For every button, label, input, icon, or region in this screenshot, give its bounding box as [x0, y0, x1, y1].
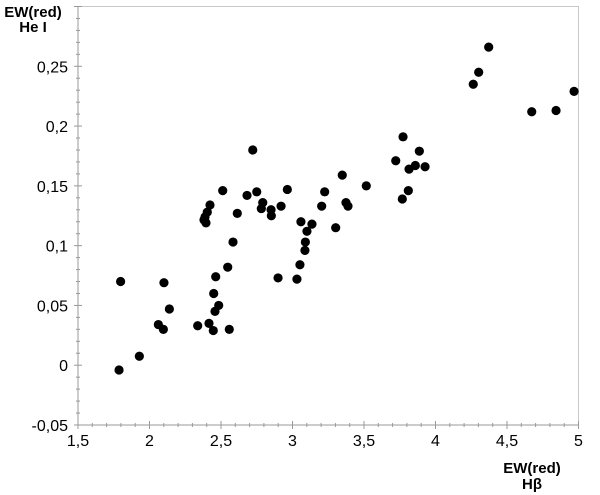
data-point: [302, 226, 312, 236]
plot-border: [77, 6, 579, 426]
data-point: [266, 211, 276, 221]
data-point: [296, 217, 306, 227]
data-point: [114, 365, 124, 375]
y-axis-tick-labels: -0,05 0 0,05 0,1 0,15 0,2 0,25: [32, 59, 69, 435]
x-tick-label: 4: [431, 433, 440, 450]
data-point: [307, 219, 317, 229]
data-point: [397, 194, 407, 204]
data-point: [420, 162, 430, 172]
x-tick-label: 5: [574, 433, 583, 450]
data-point: [208, 325, 218, 336]
data-point: [337, 170, 347, 180]
data-point: [569, 86, 579, 96]
x-tick-label: 3,5: [353, 433, 375, 450]
data-point: [252, 187, 262, 197]
y-tick-label: 0,05: [37, 298, 68, 315]
data-point: [468, 79, 478, 89]
x-tick-label: 1,5: [67, 433, 89, 450]
x-tick-label: 2: [145, 433, 154, 450]
y-axis-title-line2: He I: [19, 19, 47, 36]
data-point: [276, 201, 286, 211]
y-tick-label: 0: [59, 358, 68, 375]
data-point: [295, 260, 305, 270]
data-point: [256, 203, 266, 214]
y-tick-label: 0,2: [46, 119, 68, 136]
data-point: [282, 184, 292, 195]
data-point: [300, 245, 310, 256]
data-point: [300, 237, 310, 247]
data-point: [343, 201, 353, 211]
data-point: [158, 324, 168, 334]
data-point: [218, 186, 228, 196]
data-point: [164, 304, 174, 314]
data-point: [331, 223, 341, 233]
data-point: [205, 200, 215, 210]
data-point: [214, 300, 224, 311]
data-point: [134, 351, 144, 361]
data-point: [410, 160, 420, 171]
data-point: [193, 321, 203, 331]
x-axis-title-line2: Hβ: [522, 476, 542, 493]
data-point: [484, 42, 494, 52]
data-point: [228, 237, 238, 247]
data-point: [242, 190, 252, 201]
data-point: [201, 218, 211, 228]
y-tick-label: 0,1: [46, 239, 68, 256]
data-point: [224, 324, 234, 334]
data-point: [320, 187, 330, 197]
data-point: [232, 208, 242, 218]
x-tick-label: 2,5: [210, 433, 232, 450]
data-point: [204, 318, 214, 328]
data-point: [403, 186, 413, 196]
data-point: [209, 288, 219, 299]
plot-frame: [77, 6, 579, 426]
data-point: [273, 273, 283, 283]
y-tick-label: 0,15: [37, 179, 68, 196]
data-points: [114, 42, 579, 375]
data-point: [223, 262, 233, 272]
data-point: [116, 276, 126, 287]
data-point: [414, 146, 424, 156]
data-point: [159, 278, 169, 288]
data-point: [391, 156, 401, 166]
x-axis-ticks: [77, 421, 579, 429]
data-point: [551, 105, 561, 116]
data-point: [248, 145, 258, 155]
y-axis-title-line1: EW(red): [4, 4, 62, 21]
data-point: [211, 272, 221, 282]
data-point: [361, 181, 371, 191]
x-tick-label: 3: [288, 433, 297, 450]
y-axis-ticks: [74, 6, 82, 426]
data-point: [474, 67, 484, 77]
data-point: [292, 274, 302, 284]
x-tick-label: 4,5: [496, 433, 518, 450]
data-point: [317, 201, 327, 211]
data-point: [398, 132, 408, 142]
data-point: [527, 107, 537, 117]
x-axis-tick-labels: 1,5 2 2,5 3 3,5 4 4,5 5: [67, 433, 583, 450]
y-tick-label: -0,05: [32, 418, 69, 435]
x-axis-title-line1: EW(red): [503, 460, 561, 477]
y-tick-label: 0,25: [37, 59, 68, 76]
